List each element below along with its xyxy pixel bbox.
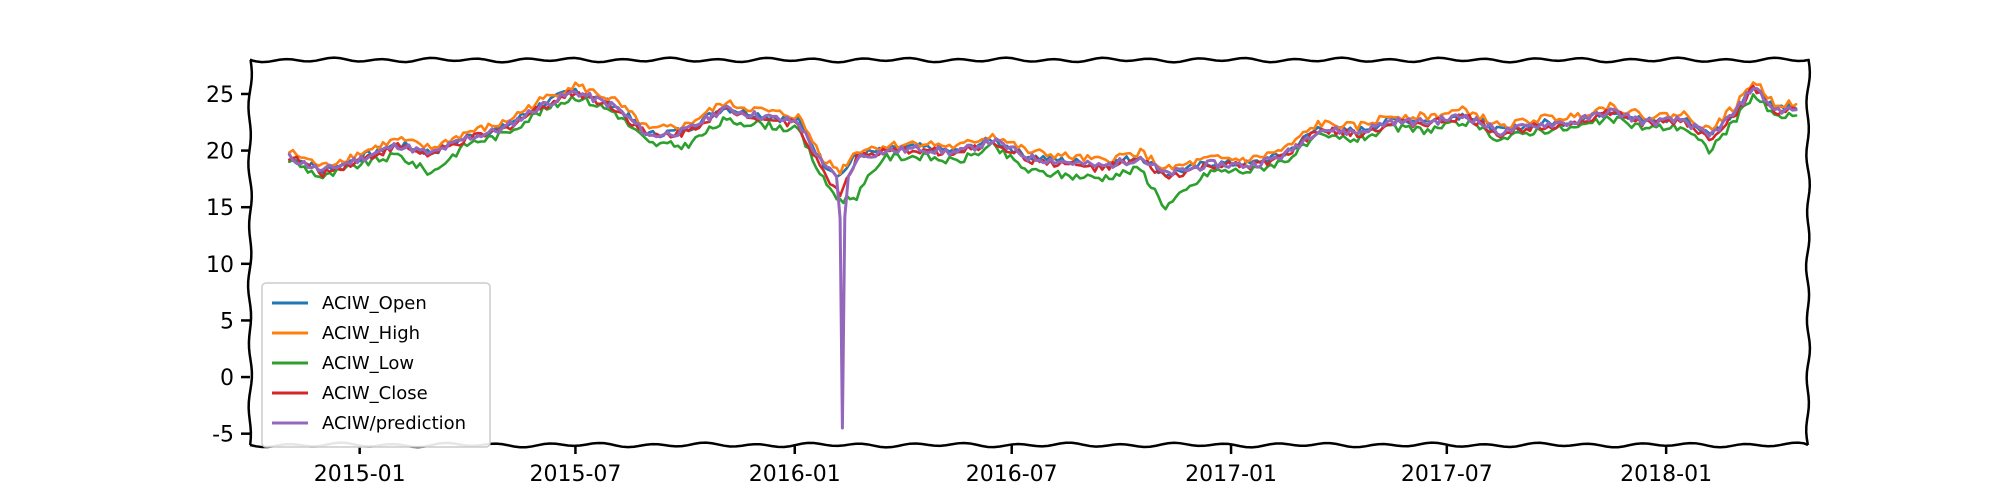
x-tick-label: 2016-07 [966, 462, 1058, 487]
y-tick-label: 10 [206, 253, 234, 278]
x-tick-label: 2015-07 [529, 462, 621, 487]
frame-left [246, 58, 254, 446]
y-tick-label: 20 [206, 140, 234, 165]
x-axis: 2015-01 2015-07 2016-01 2016-07 2017-01 2017-… [314, 445, 1712, 487]
plot-frame [246, 56, 1812, 449]
x-tick-label: 2018-01 [1620, 462, 1712, 487]
legend-label: ACIW/prediction [322, 413, 466, 434]
x-tick-label: 2016-01 [749, 462, 841, 487]
x-tick-label: 2015-01 [314, 462, 406, 487]
y-tick-label: 15 [206, 196, 234, 221]
frame-bottom [249, 441, 1809, 449]
legend-label: ACIW_High [322, 323, 420, 344]
legend-label: ACIW_Open [322, 293, 427, 314]
y-tick-label: -5 [212, 423, 234, 448]
frame-right [1804, 58, 1812, 446]
legend-label: ACIW_Low [322, 353, 414, 374]
y-tick-label: 0 [220, 366, 234, 391]
series-layer [287, 81, 1798, 430]
series-line-aciw-close [288, 84, 1798, 198]
legend-label: ACIW_Close [322, 383, 428, 404]
series-line-aciw-prediction [287, 87, 1798, 430]
x-tick-label: 2017-07 [1401, 462, 1493, 487]
y-tick-label: 5 [220, 309, 234, 334]
x-tick-label: 2017-01 [1185, 462, 1277, 487]
frame-top [249, 56, 1809, 64]
legend-box [261, 282, 491, 448]
y-axis: 25 20 15 10 5 0 -5 [206, 83, 250, 448]
series-line-aciw-high [288, 81, 1798, 176]
legend: ACIW_Open ACIW_High ACIW_Low ACIW_Close ACIW… [261, 282, 491, 448]
y-tick-label: 25 [206, 83, 234, 108]
